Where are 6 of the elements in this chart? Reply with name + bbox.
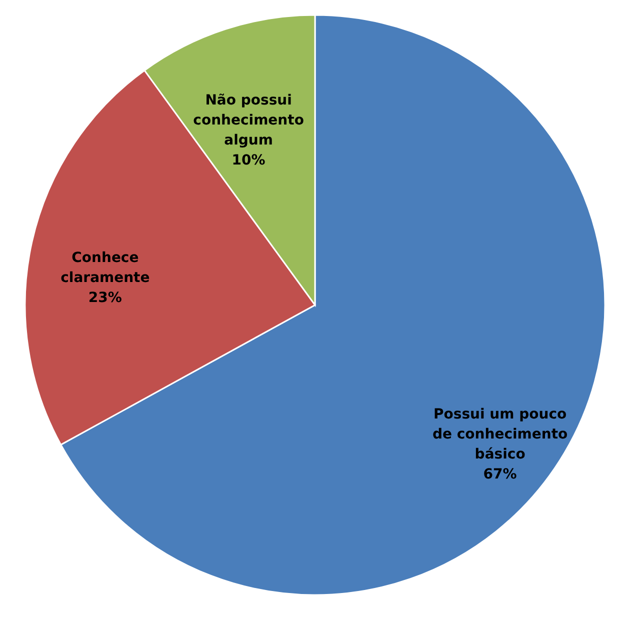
data-label: 23% (88, 290, 122, 306)
slice-label: Não possui conhecimento algum (193, 92, 304, 149)
data-label: 10% (232, 152, 266, 169)
slice-label: Conhece claramente (60, 250, 150, 286)
slice-label: Possui um pouco de conhecimento básico (432, 406, 568, 462)
data-label: 67% (483, 466, 517, 482)
